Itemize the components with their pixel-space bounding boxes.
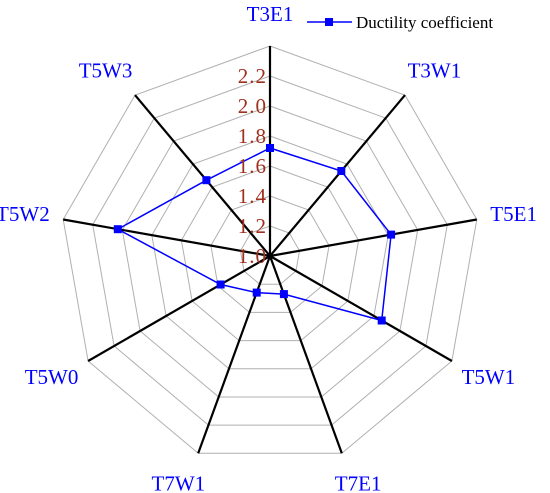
data-point-t5w3 (202, 176, 211, 185)
axis-spoke-t5w3 (134, 94, 271, 257)
category-label-t7e1: T7E1 (335, 471, 382, 493)
radial-tick-label: 2.2 (238, 64, 267, 88)
grid-ring (210, 195, 330, 313)
category-label-layer: T3E1 T3W1 T5E1 T5W1 T7E1 T7W1 T5W0 T5W2 T5W3 (0, 2, 537, 493)
category-label-t5w0: T5W0 (25, 365, 79, 389)
legend-marker (325, 18, 333, 26)
axis-spoke-t3w1 (269, 94, 406, 257)
series-line (116, 147, 392, 322)
legend-label: Ductility coefficient (356, 13, 493, 32)
grid-ring (92, 75, 448, 426)
radial-tick-label: 2.0 (238, 94, 267, 118)
legend: Ductility coefficient (307, 13, 493, 32)
radial-tick-label: 1.8 (238, 124, 267, 148)
radial-tick-label: 1.0 (238, 244, 267, 268)
data-point-t7w1 (252, 288, 261, 297)
grid-ring (121, 105, 419, 398)
category-label-t5e1: T5E1 (490, 202, 537, 226)
spoke-layer (63, 46, 477, 454)
category-label-t5w1: T5W1 (462, 365, 516, 389)
category-label-t5w2: T5W2 (0, 202, 50, 226)
radial-tick-label: 1.6 (238, 154, 267, 178)
category-label-t3e1: T3E1 (247, 2, 294, 26)
axis-spoke-t5e1 (269, 218, 477, 258)
data-point-t3e1 (266, 144, 274, 152)
grid-ring (62, 45, 478, 454)
grid-ring (180, 165, 360, 342)
axis-spoke-t7e1 (268, 255, 343, 454)
grid-ring (239, 225, 301, 285)
grid-layer (62, 45, 478, 454)
data-point-t5w0 (216, 280, 225, 289)
data-point-t5e1 (387, 230, 396, 239)
category-label-t3w1: T3W1 (408, 59, 462, 83)
axis-spoke-t5w0 (87, 255, 271, 362)
data-point-t7e1 (279, 290, 288, 299)
axis-spoke-t7w1 (197, 255, 272, 454)
category-label-t5w3: T5W3 (79, 59, 133, 83)
tick-layer: 1.0 1.2 1.4 1.6 1.8 2.0 2.2 (238, 64, 267, 268)
data-point-t5w2 (113, 225, 122, 234)
data-point-t3w1 (337, 167, 346, 175)
axis-spoke-t5w1 (269, 255, 453, 362)
axis-spoke-t5w2 (63, 218, 271, 258)
category-label-t7w1: T7W1 (152, 471, 206, 493)
data-point-t5w1 (377, 316, 386, 325)
radial-tick-label: 1.4 (238, 184, 267, 208)
radial-tick-label: 1.2 (238, 214, 267, 238)
series-layer (113, 144, 396, 325)
